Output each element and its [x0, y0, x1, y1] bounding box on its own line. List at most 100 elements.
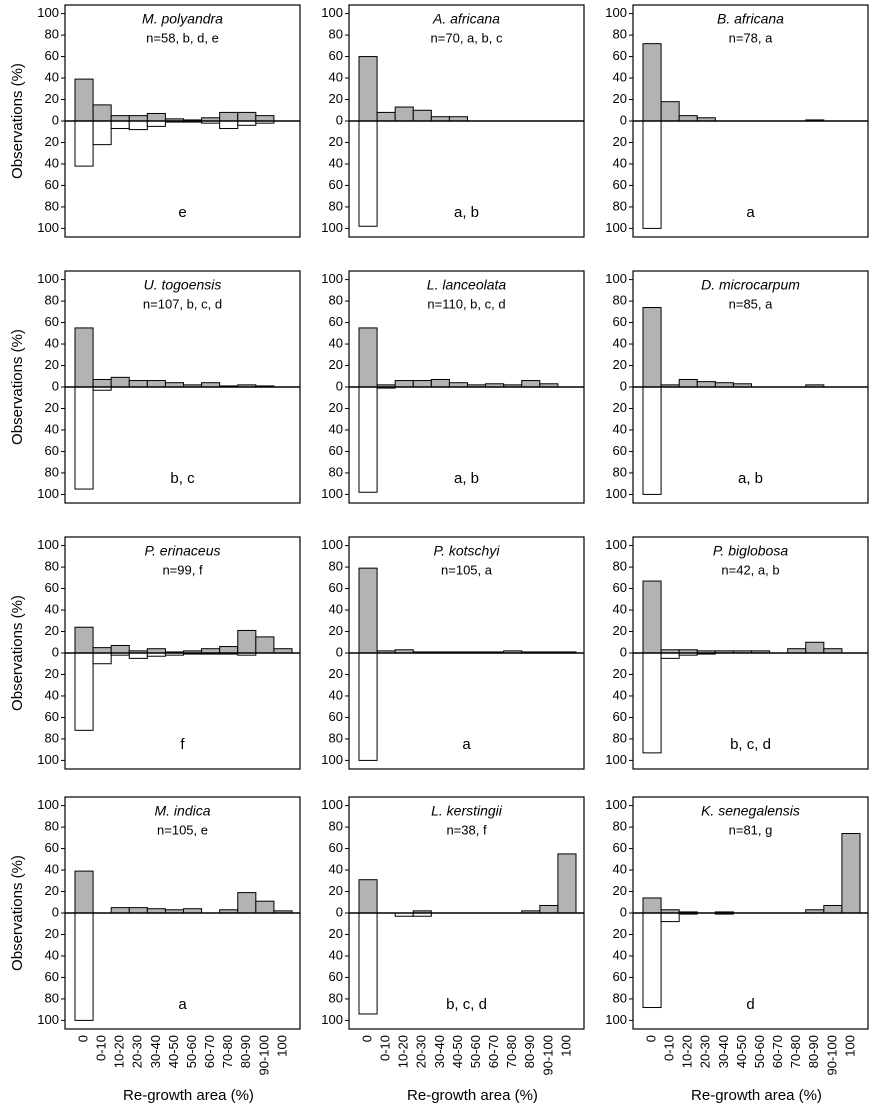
bar	[74, 870, 94, 914]
y-tick-label: 60	[613, 840, 627, 855]
y-tick-label: 0	[336, 904, 343, 919]
bar	[642, 307, 662, 388]
bar	[219, 111, 239, 122]
chart-title: M. polyandra	[142, 11, 223, 27]
y-tick-label: 60	[329, 580, 343, 595]
annotation: b, c	[170, 470, 195, 487]
bar	[255, 636, 275, 654]
y-tick-label: 100	[605, 797, 627, 812]
chart-title: P. erinaceus	[144, 543, 220, 559]
annotation: a, b	[454, 204, 479, 221]
y-tick-label: 20	[613, 400, 627, 415]
bar	[110, 907, 130, 914]
y-tick-label: 60	[329, 709, 343, 724]
bar	[358, 386, 378, 493]
bar	[128, 120, 148, 131]
x-tick-label: 60-70	[202, 1035, 217, 1068]
chart-title: B. africana	[717, 11, 784, 27]
y-tick-label: 20	[329, 883, 343, 898]
chart-subtitle: n=70, a, b, c	[431, 30, 503, 45]
y-tick-label: 40	[613, 861, 627, 876]
y-tick-label: 80	[613, 559, 627, 574]
y-tick-label: 80	[329, 198, 343, 213]
y-tick-label: 100	[605, 486, 627, 501]
y-tick-label: 100	[321, 5, 343, 20]
y-tick-label: 40	[45, 947, 59, 962]
y-tick-label: 20	[45, 134, 59, 149]
chart-subtitle: n=99, f	[162, 562, 203, 577]
bar	[74, 327, 94, 388]
bar	[358, 652, 378, 761]
chart-title: A. africana	[432, 11, 500, 27]
x-tick-label: 60-70	[770, 1035, 785, 1068]
y-tick-label: 60	[613, 580, 627, 595]
annotation: a, b	[454, 470, 479, 487]
bar	[660, 652, 680, 659]
y-tick-label: 20	[45, 666, 59, 681]
bar	[358, 879, 378, 914]
annotation: f	[180, 736, 185, 753]
x-tick-label: 10-20	[112, 1035, 127, 1068]
y-tick-label: 20	[613, 91, 627, 106]
bar	[539, 904, 559, 914]
y-tick-label: 0	[52, 644, 59, 659]
bar	[74, 78, 94, 122]
bar	[219, 646, 239, 654]
chart-subtitle: n=42, a, b	[721, 562, 779, 577]
y-tick-label: 100	[37, 797, 59, 812]
bar	[642, 120, 662, 229]
y-tick-label: 20	[329, 91, 343, 106]
bar	[642, 912, 662, 1009]
y-tick-label: 20	[613, 926, 627, 941]
y-tick-label: 40	[45, 861, 59, 876]
y-tick-label: 20	[45, 357, 59, 372]
x-tick-label: 10-20	[396, 1035, 411, 1068]
bar	[521, 380, 541, 388]
annotation: a	[178, 996, 187, 1013]
x-tick-label: 60-70	[486, 1035, 501, 1068]
y-tick-label: 20	[329, 926, 343, 941]
chart-title: K. senegalensis	[701, 803, 800, 819]
y-tick-label: 20	[613, 883, 627, 898]
y-tick-label: 20	[329, 623, 343, 638]
bar	[92, 120, 112, 146]
x-tick-label: 50-60	[752, 1035, 767, 1068]
y-tick-label: 40	[613, 947, 627, 962]
x-tick-label: 90-100	[540, 1035, 555, 1075]
y-tick-label: 100	[605, 220, 627, 235]
chart-title: U. togoensis	[144, 277, 222, 293]
y-tick-label: 40	[613, 421, 627, 436]
x-tick-label: 0	[643, 1035, 658, 1042]
y-tick-label: 20	[45, 400, 59, 415]
x-tick-label: 0-10	[94, 1035, 109, 1061]
y-tick-label: 60	[613, 443, 627, 458]
x-tick-label: 40-50	[734, 1035, 749, 1068]
y-tick-label: 80	[329, 819, 343, 834]
y-axis-label: Observations (%)	[9, 855, 26, 971]
chart-subtitle: n=78, a	[729, 30, 774, 45]
y-tick-label: 60	[613, 314, 627, 329]
bar	[110, 376, 130, 388]
y-tick-label: 80	[45, 293, 59, 308]
y-tick-label: 40	[329, 861, 343, 876]
y-tick-label: 60	[45, 709, 59, 724]
x-tick-label: 0	[359, 1035, 374, 1042]
y-tick-label: 60	[45, 177, 59, 192]
y-tick-label: 20	[45, 926, 59, 941]
bar	[696, 381, 716, 388]
chart-subtitle: n=107, b, c, d	[143, 296, 222, 311]
y-tick-label: 80	[329, 990, 343, 1005]
y-tick-label: 60	[45, 48, 59, 63]
annotation: a	[462, 736, 471, 753]
bar	[128, 115, 148, 122]
x-tick-label: 0-10	[662, 1035, 677, 1061]
x-tick-label: 30-40	[716, 1035, 731, 1068]
bar	[146, 380, 166, 388]
x-tick-label: 70-80	[788, 1035, 803, 1068]
y-tick-label: 60	[613, 969, 627, 984]
x-tick-label: 80-90	[522, 1035, 537, 1068]
y-tick-label: 40	[45, 335, 59, 350]
y-tick-label: 80	[329, 464, 343, 479]
y-tick-label: 80	[613, 990, 627, 1005]
y-tick-label: 60	[45, 580, 59, 595]
